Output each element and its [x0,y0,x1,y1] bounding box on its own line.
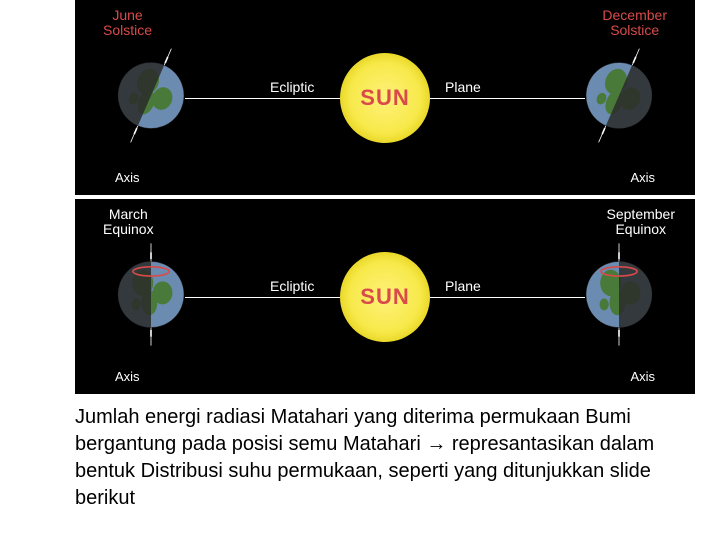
plane-label: Plane [445,78,481,94]
ecliptic-label: Ecliptic [270,78,314,94]
sun-label: SUN [360,85,409,111]
december-solstice-label: DecemberSolstice [602,8,667,39]
ecliptic-line-right-2 [430,297,585,298]
panel-solstice: JuneSolstice DecemberSolstice Ecliptic P… [75,0,695,195]
axis-label-left-2: Axis [115,369,140,384]
axis-label-right-2: Axis [630,369,655,384]
sun-label-2: SUN [360,284,409,310]
axis-label-right: Axis [630,170,655,185]
ecliptic-line-left [185,98,340,99]
panel-equinox: MarchEquinox SeptemberEquinox Ecliptic P… [75,199,695,394]
caption-text: Jumlah energi radiasi Matahari yang dite… [75,404,700,512]
earth-september [578,238,660,355]
september-equinox-label: SeptemberEquinox [607,207,675,238]
ecliptic-line-right [430,98,585,99]
march-equinox-label: MarchEquinox [103,207,154,238]
axis-label-left: Axis [115,170,140,185]
ecliptic-label-2: Ecliptic [270,277,314,293]
ecliptic-line-left-2 [185,297,340,298]
diagram-container: JuneSolstice DecemberSolstice Ecliptic P… [0,0,720,512]
plane-label-2: Plane [445,277,481,293]
earth-june [110,39,192,156]
sun: SUN [340,53,430,143]
earth-march [110,238,192,355]
june-solstice-label: JuneSolstice [103,8,152,39]
sun-2: SUN [340,252,430,342]
earth-december [578,39,660,156]
